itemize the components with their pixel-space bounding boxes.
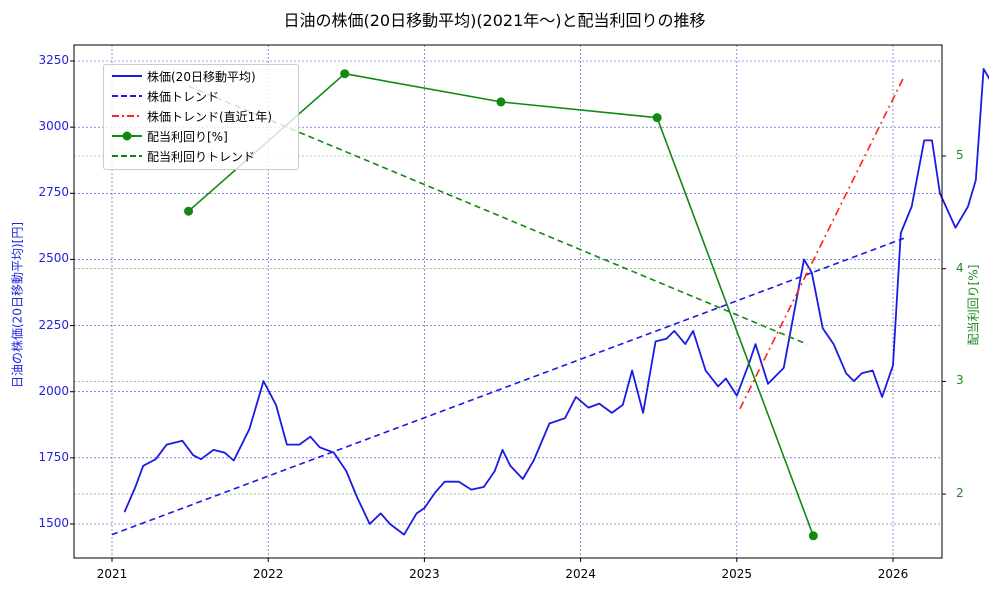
left-y-tick-label: 3250 — [38, 53, 69, 67]
left-y-tick-label: 2750 — [38, 185, 69, 200]
left-y-tick-label: 2000 — [38, 383, 69, 398]
legend-item-dividend-trend: 配当利回りトレンド — [104, 147, 298, 165]
right-y-tick-label: 5 — [956, 148, 964, 162]
right-y-tick-label: 4 — [956, 260, 964, 275]
left-y-tick-label: 2250 — [38, 317, 69, 332]
tick-marks — [70, 60, 946, 562]
x-tick-label: 2022 — [252, 567, 284, 581]
legend-item-price-trend-recent: 株価トレンド(直近1年) — [104, 107, 298, 125]
legend-label: 配当利回りトレンド — [147, 150, 256, 164]
legend-label: 株価トレンド — [147, 90, 220, 104]
legend-item-price-ma: 株価(20日移動平均) — [104, 67, 298, 85]
dashed-line-swatch-icon — [112, 95, 142, 97]
plot-frame — [73, 44, 943, 559]
dashdot-line-swatch-icon — [112, 115, 142, 117]
grid-lines — [74, 45, 942, 558]
x-tick-label: 2023 — [409, 567, 440, 581]
left-y-tick-label: 3000 — [38, 119, 69, 134]
legend-label: 株価(20日移動平均) — [147, 70, 256, 84]
legend-item-dividend-yield: 配当利回り[%] — [104, 127, 298, 145]
marker-line-swatch-icon — [112, 131, 142, 141]
right-y-axis-label: 配当利回り[%] — [966, 264, 981, 346]
right-y-tick-label: 3 — [956, 373, 964, 388]
legend-label: 株価トレンド(直近1年) — [147, 110, 272, 124]
chart-title: 日油の株価(20日移動平均)(2021年〜)と配当利回りの推移 — [283, 11, 706, 30]
x-tick-label: 2026 — [877, 567, 909, 581]
dashed-line-swatch-icon — [112, 155, 142, 157]
left-y-tick-label: 1500 — [38, 516, 69, 530]
left-y-tick-label: 1750 — [38, 449, 69, 464]
legend-item-price-trend: 株価トレンド — [104, 87, 298, 105]
x-tick-label: 2024 — [565, 567, 596, 581]
left-y-axis-label: 日油の株価(20日移動平均)[円] — [10, 222, 25, 388]
solid-line-swatch-icon — [112, 75, 142, 77]
x-tick-label: 2025 — [721, 567, 753, 581]
chart-legend: 株価(20日移動平均) 株価トレンド 株価トレンド(直近1年) 配当利回り[%]… — [103, 64, 299, 170]
legend-label: 配当利回り[%] — [147, 130, 228, 144]
x-tick-label: 2021 — [96, 567, 128, 581]
left-y-tick-label: 2500 — [38, 251, 69, 266]
right-y-tick-label: 2 — [956, 486, 964, 501]
